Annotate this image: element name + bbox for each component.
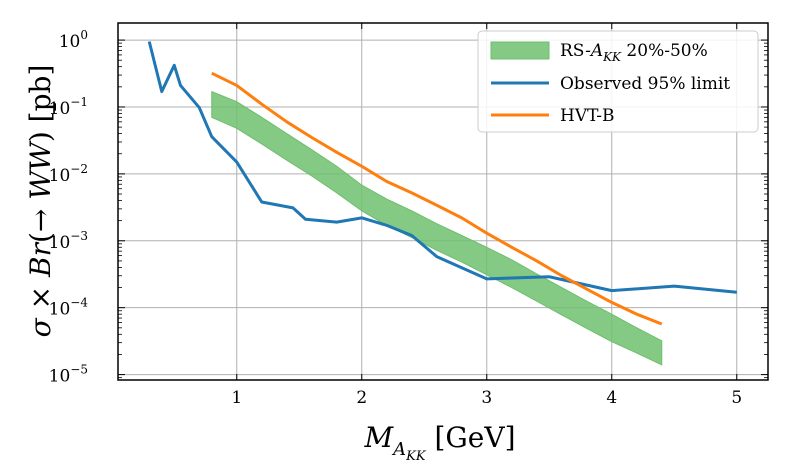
legend-swatch-band [490,41,550,60]
x-axis-label-main: M [363,421,394,454]
svg-text:RS-AKK 20%-50%: RS-AKK 20%-50% [560,41,708,64]
series-line-hvt-b [211,71,663,326]
x-axis-label-sub1: A [391,439,406,460]
legend-band-label-rest: 20%-50% [621,41,708,61]
series-line-observed [147,41,737,294]
x-tick-label-2: 2 [356,388,367,408]
y-tick-label-−2: 10−2 [49,162,88,186]
y-tick-label-−3: 10−3 [49,229,88,253]
plot-frame [117,22,769,381]
y-axis-label-sigma: σ [24,317,57,337]
series-layer [147,41,737,366]
x-axis-label-unit: [GeV] [426,421,516,454]
ticks: 1 2 3 4 5 100 10−1 10−2 10−3 10−4 10−5 [49,23,768,408]
y-axis-label-times: × [24,277,57,318]
x-tick-label-3: 3 [481,388,492,408]
x-axis-title: MAKK [GeV] [363,421,515,464]
legend-entry-band: RS-AKK 20%-50% [490,41,708,64]
legend-band-label-main: RS- [560,41,591,61]
y-tick-label-−4: 10−4 [49,296,89,320]
legend-label-observed: Observed 95% limit [560,74,730,94]
series-band-rs-akk [211,90,663,366]
y-tick-label-−1: 10−1 [49,95,88,119]
y-axis-label-br: Br [24,241,57,278]
svg-text:MAKK [GeV]: MAKK [GeV] [363,421,515,464]
y-axis-label-close: ) [pb] [24,65,57,143]
y-tick-label-−5: 10−5 [49,363,88,387]
legend-label-hvt: HVT-B [560,106,615,126]
x-tick-label-4: 4 [606,388,617,408]
legend-entry-observed: Observed 95% limit [491,74,730,94]
y-tick-label-0: 100 [59,28,88,52]
svg-text:σ × Br(→ WW) [pb]: σ × Br(→ WW) [pb] [24,65,57,338]
legend-entry-hvt: HVT-B [491,106,615,126]
y-axis-title: σ × Br(→ WW) [pb] [24,65,57,338]
x-tick-label-1: 1 [231,388,242,408]
legend: RS-AKK 20%-50% Observed 95% limit HVT-B [477,30,759,133]
y-axis-label-arrow: (→ [24,200,57,243]
legend-band-label-sub: KK [602,50,622,64]
y-axis-label-ww: WW [24,140,57,200]
x-tick-label-5: 5 [731,388,742,408]
x-axis-label-sub2: KK [405,449,427,464]
legend-band-label-sym: A [589,41,603,61]
